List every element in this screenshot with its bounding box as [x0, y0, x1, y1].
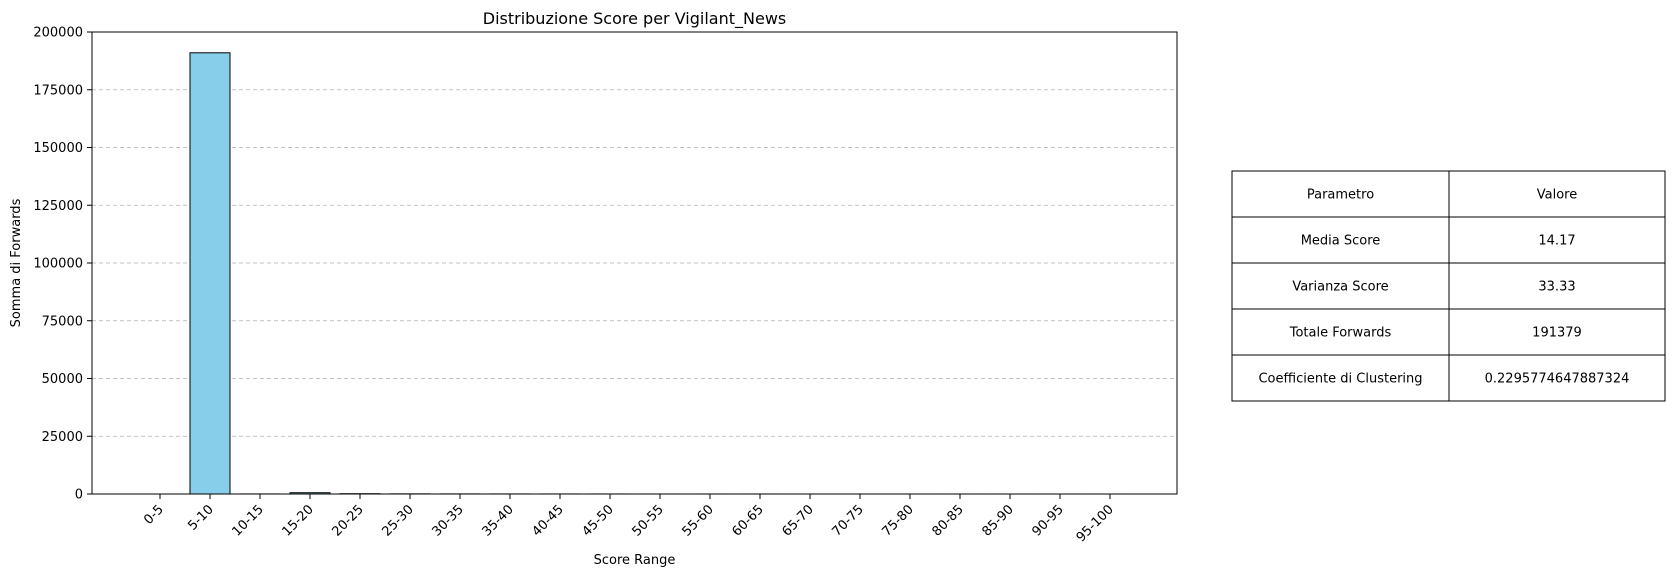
table-cell-parametro: Totale Forwards	[1289, 326, 1392, 341]
table-cell-border	[1231, 216, 1450, 264]
table-header-parametro: Parametro	[1307, 188, 1374, 203]
table-header-valore: Valore	[1537, 188, 1577, 203]
chart-title: Distribuzione Score per Vigilant_News	[483, 9, 787, 29]
x-axis-label: Score Range	[594, 553, 676, 568]
table-cell-valore: 0.2295774647887324	[1485, 372, 1630, 387]
stats-table: Parametro Valore Media Score 14.17 Varianza …	[1231, 170, 1666, 402]
y-tick-label: 0	[75, 488, 83, 503]
y-axis-ticks: 0 25000 50000 75000 100000 125000 150000 175000…	[33, 26, 92, 503]
table-cell-valore: 14.17	[1538, 234, 1575, 249]
y-tick-label: 125000	[33, 199, 83, 214]
bar-5-10	[189, 52, 231, 495]
y-tick-label: 150000	[33, 141, 83, 156]
table-cell-parametro: Varianza Score	[1292, 280, 1388, 295]
table-cell-valore: 191379	[1532, 326, 1582, 341]
table-cell-border	[1448, 354, 1666, 402]
table-cell-border	[1231, 262, 1450, 310]
y-axis-label: Somma di Forwards	[9, 198, 24, 327]
table-cell-parametro: Coefficiente di Clustering	[1258, 372, 1422, 387]
table-cell-valore: 33.33	[1538, 280, 1575, 295]
y-tick-label: 25000	[42, 430, 83, 445]
table-cell-parametro: Media Score	[1301, 234, 1381, 249]
table-cell-border	[1448, 308, 1666, 356]
table-cell-border	[1231, 354, 1450, 402]
grid-lines	[92, 89, 1177, 437]
table-cell-border	[1448, 170, 1666, 218]
table-cell-border	[1448, 262, 1666, 310]
y-tick-label: 200000	[33, 26, 83, 41]
y-tick-label: 75000	[42, 314, 83, 329]
y-tick-label: 175000	[33, 83, 83, 98]
y-tick-label: 100000	[33, 257, 83, 272]
y-tick-label: 50000	[42, 372, 83, 387]
